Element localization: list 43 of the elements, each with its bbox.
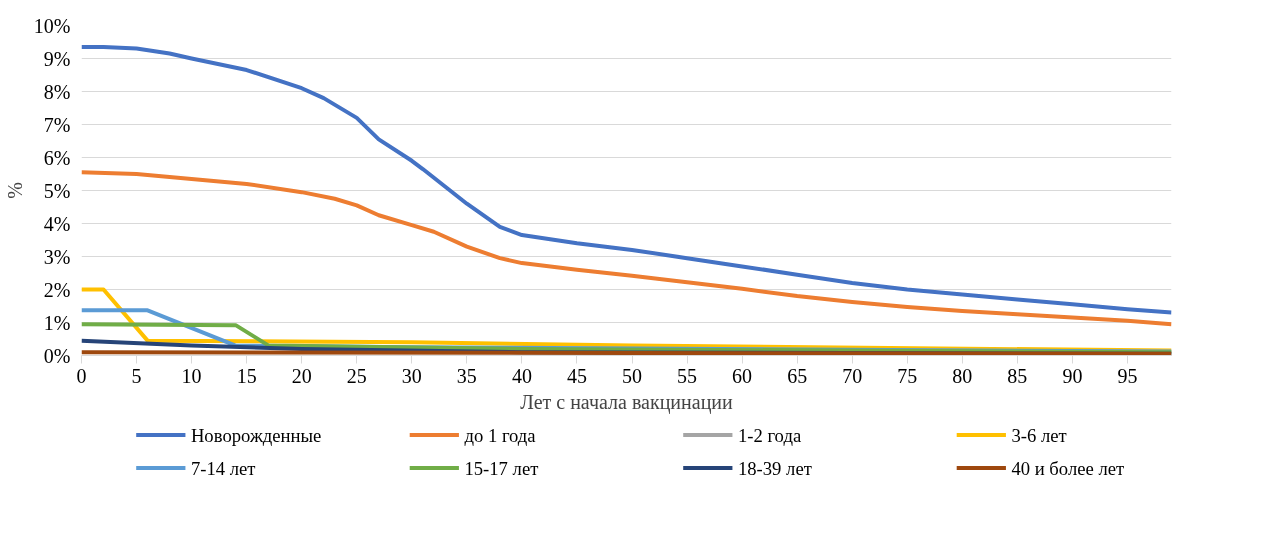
x-tick-label: 60 bbox=[732, 364, 753, 387]
x-tick-label: 40 bbox=[511, 364, 532, 387]
y-tick-label: 10% bbox=[33, 14, 71, 37]
y-tick-label: 4% bbox=[43, 212, 71, 235]
line-series bbox=[81, 44, 1172, 315]
legend-label: Новорожденные bbox=[190, 424, 322, 446]
x-tick-label: 10 bbox=[181, 364, 202, 387]
y-tick-label: 5% bbox=[43, 179, 71, 202]
x-tick-label: 5 bbox=[131, 364, 142, 387]
x-tick-label: 75 bbox=[897, 364, 918, 387]
y-tick-label: 1% bbox=[43, 311, 71, 334]
legend-label: 7-14 лет bbox=[190, 457, 256, 479]
x-tick-label: 45 bbox=[566, 364, 587, 387]
y-axis-title: % bbox=[3, 182, 26, 199]
y-tick-label: 0% bbox=[43, 344, 71, 367]
x-tick-label: 95 bbox=[1117, 364, 1138, 387]
y-tick-label: 8% bbox=[43, 80, 71, 103]
x-tick-label: 0 bbox=[76, 364, 87, 387]
y-tick-label: 3% bbox=[43, 245, 71, 268]
x-tick-label: 35 bbox=[456, 364, 477, 387]
x-tick-label: 65 bbox=[787, 364, 808, 387]
x-tick-label: 85 bbox=[1007, 364, 1028, 387]
y-tick-label: 6% bbox=[43, 146, 71, 169]
legend-label: 18-39 лет bbox=[737, 457, 812, 479]
x-tick-label: 30 bbox=[401, 364, 422, 387]
legend-label: 3-6 лет bbox=[1011, 424, 1067, 446]
legend-label: 1-2 года bbox=[737, 424, 802, 446]
x-axis-title: Лет с начала вакцинации bbox=[520, 390, 734, 414]
x-tick-label: 25 bbox=[346, 364, 367, 387]
y-tick-label: 2% bbox=[43, 278, 71, 301]
x-tick-label: 70 bbox=[842, 364, 863, 387]
line-series bbox=[81, 170, 1172, 327]
x-tick-label: 55 bbox=[677, 364, 698, 387]
legend-label: до 1 года bbox=[464, 424, 537, 446]
y-tick-label: 7% bbox=[43, 113, 71, 136]
x-tick-label: 15 bbox=[236, 364, 257, 387]
x-tick-label: 20 bbox=[291, 364, 312, 387]
x-tick-label: 80 bbox=[952, 364, 973, 387]
x-tick-label: 50 bbox=[622, 364, 643, 387]
legend-label: 40 и более лет bbox=[1011, 457, 1125, 479]
legend-label: 15-17 лет bbox=[464, 457, 539, 479]
x-tick-label: 90 bbox=[1062, 364, 1083, 387]
y-tick-label: 9% bbox=[43, 47, 71, 70]
